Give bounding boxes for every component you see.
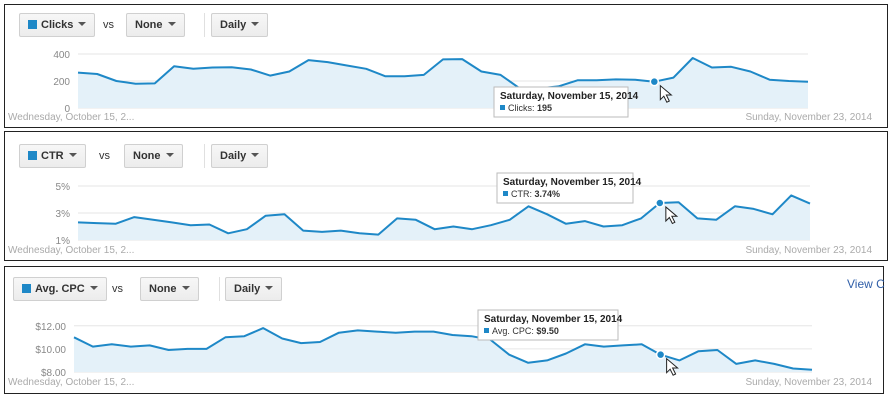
metric-selector-avg-cpc[interactable]: Avg. CPC <box>13 277 107 301</box>
y-tick-label: $12.00 <box>35 322 66 333</box>
y-tick-label: $8.00 <box>41 368 66 379</box>
toolbar-divider <box>204 13 205 37</box>
chevron-down-icon <box>167 22 176 26</box>
tooltip-swatch <box>503 191 508 196</box>
series-area <box>78 58 808 108</box>
metric-selector-clicks[interactable]: Clicks <box>19 13 96 37</box>
compare-label: None <box>135 19 163 31</box>
x-start-label: Wednesday, October 15, 2... <box>8 377 134 388</box>
tooltip-title: Saturday, November 15, 2014 <box>484 314 623 325</box>
period-label: Daily <box>220 150 247 162</box>
compare-selector[interactable]: None <box>124 144 183 168</box>
y-tick-label: 0 <box>64 104 70 115</box>
chevron-down-icon <box>165 153 174 157</box>
chevron-down-icon <box>251 153 260 157</box>
tooltip-box <box>496 172 634 204</box>
y-tick-label: $10.00 <box>35 345 66 356</box>
series-line <box>73 327 813 371</box>
tooltip-body: CTR: 3.74% <box>511 189 560 199</box>
series-area <box>78 195 810 240</box>
tooltip-box <box>493 86 629 118</box>
tooltip-swatch <box>484 328 489 333</box>
metric-label: CTR <box>41 150 64 162</box>
series-line <box>77 57 809 90</box>
vs-label: vs <box>103 19 114 31</box>
highlight-point <box>655 349 666 360</box>
view-link[interactable]: View C <box>847 277 885 291</box>
chevron-down-icon <box>68 153 77 157</box>
period-label: Daily <box>220 19 247 31</box>
mouse-cursor-icon <box>666 357 679 376</box>
tooltip-value: $9.50 <box>536 326 559 336</box>
highlight-point <box>655 198 665 208</box>
highlight-point <box>649 76 660 87</box>
cpc-chart-panel: Avg. CPC vs None Daily <box>4 266 884 394</box>
series-area <box>74 328 812 372</box>
compare-label: None <box>149 283 177 295</box>
chevron-down-icon <box>181 286 190 290</box>
mouse-cursor-icon <box>665 205 679 225</box>
y-tick-label: 5% <box>56 182 71 193</box>
series-color-swatch <box>28 151 37 160</box>
tooltip-body: Clicks: 195 <box>508 103 552 113</box>
metric-selector-ctr[interactable]: CTR <box>19 144 86 168</box>
y-tick-label: 3% <box>56 209 71 220</box>
x-end-label: Sunday, November 23, 2014 <box>745 377 872 388</box>
tooltip-value: 3.74% <box>535 189 561 199</box>
series-line <box>77 194 811 236</box>
x-start-label: Wednesday, October 15, 2... <box>8 245 134 256</box>
period-selector[interactable]: Daily <box>225 277 283 301</box>
tooltip-body: Avg. CPC: $9.50 <box>492 326 559 336</box>
x-start-label: Wednesday, October 15, 2... <box>8 112 134 123</box>
period-label: Daily <box>234 283 261 295</box>
y-tick-label: 400 <box>53 50 70 61</box>
mouse-cursor-icon <box>659 84 673 103</box>
compare-selector[interactable]: None <box>126 13 185 37</box>
period-selector[interactable]: Daily <box>211 13 269 37</box>
compare-selector[interactable]: None <box>140 277 199 301</box>
metric-label: Avg. CPC <box>35 283 85 295</box>
period-selector[interactable]: Daily <box>211 144 269 168</box>
y-tick-label: 200 <box>53 77 70 88</box>
x-end-label: Sunday, November 23, 2014 <box>745 112 872 123</box>
tooltip-value: 195 <box>537 103 552 113</box>
tooltip-title: Saturday, November 15, 2014 <box>503 177 642 188</box>
metric-label: Clicks <box>41 19 74 31</box>
tooltip-box <box>477 309 619 341</box>
toolbar-divider <box>219 277 220 301</box>
chevron-down-icon <box>78 22 87 26</box>
x-end-label: Sunday, November 23, 2014 <box>745 245 872 256</box>
vs-label: vs <box>112 283 123 295</box>
tooltip-title: Saturday, November 15, 2014 <box>500 91 639 102</box>
chevron-down-icon <box>89 286 98 290</box>
y-tick-label: 1% <box>56 236 71 247</box>
chart-1: 5% 3% 1%Wednesday, October 15, 2... Sunday,… <box>8 172 872 256</box>
series-color-swatch <box>28 20 37 29</box>
chevron-down-icon <box>265 286 274 290</box>
vs-label: vs <box>99 150 110 162</box>
toolbar-divider <box>204 144 205 168</box>
tooltip-swatch <box>500 105 505 110</box>
series-color-swatch <box>22 284 31 293</box>
compare-label: None <box>133 150 161 162</box>
chevron-down-icon <box>251 22 260 26</box>
